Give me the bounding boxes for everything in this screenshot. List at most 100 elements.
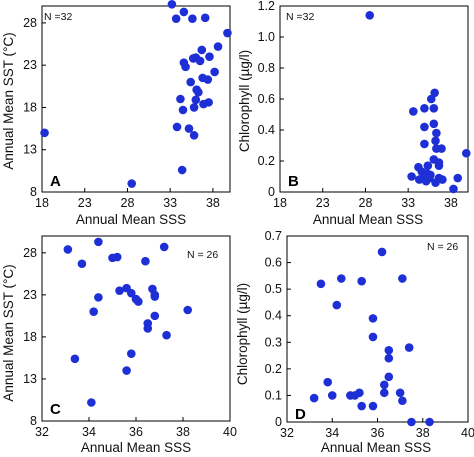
x-tick-label: 36	[371, 426, 385, 440]
data-point	[176, 94, 185, 104]
y-tick-label: 0.8	[258, 61, 275, 75]
data-point	[425, 173, 434, 183]
data-point	[167, 0, 177, 9]
data-point	[112, 252, 122, 262]
data-point	[189, 103, 199, 112]
y-tick-label: 0.7	[265, 229, 282, 243]
data-point	[150, 292, 160, 301]
panel-label: A	[50, 173, 61, 190]
panel-label: C	[50, 401, 61, 418]
y-axis-label: Annual Mean SST (°C)	[1, 32, 16, 169]
x-tick-label: 23	[78, 196, 92, 210]
x-tick-label: 18	[273, 196, 287, 210]
y-tick-label: 8	[30, 414, 37, 428]
y-tick-label: 0.2	[265, 362, 282, 376]
y-tick-label: 18	[23, 330, 37, 344]
sample-size-label: N = 26	[427, 241, 458, 253]
x-tick-label: 38	[206, 196, 220, 210]
y-tick-label: 23	[23, 58, 37, 72]
y-tick-label: 0	[275, 415, 282, 429]
data-point	[184, 124, 194, 133]
data-point	[420, 139, 429, 149]
data-point	[195, 56, 205, 66]
data-point	[188, 14, 197, 23]
data-point	[191, 95, 201, 105]
plot-frame	[41, 5, 231, 193]
data-point	[203, 75, 213, 84]
data-point	[309, 393, 319, 403]
data-point	[178, 105, 188, 115]
x-axis-label: Annual Mean SSS	[321, 440, 431, 455]
y-axis-label: Chlorophyll (µg/l)	[235, 283, 250, 385]
data-point	[63, 245, 73, 254]
data-point	[172, 122, 182, 132]
data-point	[115, 286, 124, 295]
y-tick-label: 0.1	[265, 388, 282, 402]
y-tick-label: 0.2	[258, 154, 275, 168]
data-point	[186, 77, 195, 87]
data-point	[323, 377, 333, 387]
data-point	[431, 178, 440, 187]
data-point	[179, 7, 189, 17]
data-point	[425, 417, 434, 427]
x-tick-label: 33	[401, 196, 415, 210]
plot-frame	[41, 235, 231, 422]
data-point	[449, 184, 458, 194]
data-point	[429, 104, 439, 113]
y-tick-label: 1.0	[258, 30, 275, 44]
data-point	[432, 128, 441, 138]
panel-label: D	[295, 406, 306, 423]
data-point	[429, 119, 439, 129]
data-point	[384, 372, 394, 382]
data-point	[379, 380, 389, 390]
x-tick-label: 32	[280, 426, 294, 440]
data-point	[409, 107, 418, 116]
x-axis-label: Annual Mean SSS	[313, 212, 423, 227]
data-point	[122, 366, 131, 375]
y-tick-label: 23	[23, 288, 37, 302]
y-tick-label: 28	[23, 16, 37, 30]
data-point	[379, 388, 389, 398]
x-tick-label: 23	[316, 196, 330, 210]
panel-d: D N = 26 Annual Mean SSS Chlorophyll (µg…	[235, 229, 474, 455]
data-point	[407, 172, 416, 181]
data-point	[368, 332, 378, 342]
data-point	[398, 274, 407, 283]
panel-label: B	[288, 173, 299, 190]
data-point	[461, 148, 471, 158]
data-point	[434, 161, 444, 170]
x-axis-label: Annual Mean SSS	[76, 212, 186, 227]
y-tick-label: 0.4	[258, 123, 275, 137]
x-tick-label: 32	[35, 425, 49, 439]
y-tick-label: 0.3	[265, 335, 282, 349]
data-point	[377, 247, 387, 257]
x-tick-label: 40	[461, 426, 474, 440]
data-point	[194, 87, 203, 97]
data-point	[159, 242, 169, 252]
x-tick-label: 34	[325, 426, 339, 440]
data-point	[423, 161, 433, 170]
data-point	[438, 175, 447, 184]
data-point	[150, 311, 160, 321]
data-point	[188, 54, 198, 63]
panel-c: C N = 26 Annual Mean SSS Annual Mean SST…	[1, 235, 237, 455]
data-point	[431, 136, 440, 146]
x-tick-label: 36	[129, 425, 143, 439]
data-point	[40, 128, 49, 138]
data-point	[181, 62, 190, 72]
data-point	[332, 300, 342, 310]
x-tick-label: 18	[35, 196, 49, 210]
x-tick-label: 38	[416, 426, 430, 440]
data-point	[189, 131, 199, 140]
data-point	[205, 52, 214, 62]
data-point	[143, 324, 153, 333]
data-point	[127, 179, 137, 188]
data-point	[350, 391, 360, 400]
data-point	[368, 314, 378, 323]
data-point	[398, 396, 407, 406]
data-point	[127, 288, 136, 298]
y-axis-label: Annual Mean SST (°C)	[1, 264, 16, 401]
sample-size-label: N =32	[286, 11, 314, 23]
y-tick-label: 8	[30, 185, 37, 199]
